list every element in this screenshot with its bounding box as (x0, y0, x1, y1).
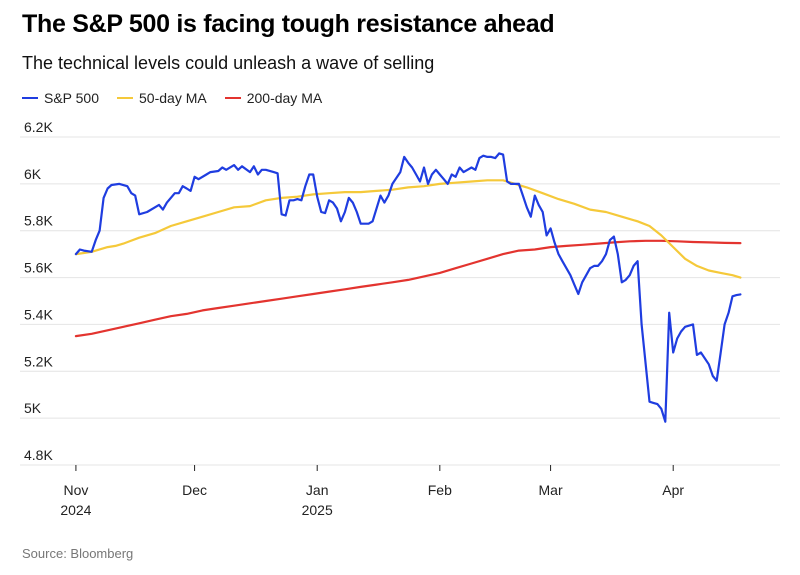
y-tick-label: 5.2K (24, 353, 53, 369)
series-line-50day-ma (74, 179, 742, 279)
y-tick-label: 5.4K (24, 306, 53, 322)
y-tick-label: 4.8K (24, 447, 53, 463)
legend-item-sp500: S&P 500 (22, 90, 99, 106)
x-tick-label: Feb (428, 482, 452, 498)
x-tick-label: Mar (539, 482, 563, 498)
chart-title: The S&P 500 is facing tough resistance a… (22, 10, 555, 38)
x-tick-year-label: 2025 (302, 502, 333, 518)
y-tick-label: 5.8K (24, 213, 53, 229)
legend-label-sp500: S&P 500 (44, 90, 100, 106)
legend-item-50day-ma: 50-day MA (117, 90, 207, 106)
series-line-200day-ma (74, 239, 742, 338)
legend-label-200day-ma: 200-day MA (246, 90, 323, 106)
chart-subtitle: The technical levels could unleash a wav… (22, 53, 435, 73)
legend-swatch-200day-ma (224, 97, 241, 99)
legend-item-200day-ma: 200-day MA (224, 90, 323, 106)
y-tick-label: 6.2K (24, 119, 53, 135)
x-tick-label: Nov (63, 482, 88, 498)
source-note: Source: Bloomberg (22, 546, 134, 561)
y-tick-label: 5.6K (24, 260, 53, 276)
y-tick-label: 5K (24, 400, 42, 416)
legend-swatch-sp500 (22, 97, 38, 99)
x-tick-year-label: 2024 (60, 502, 91, 518)
x-tick-label: Apr (662, 482, 684, 498)
x-tick-label: Dec (182, 482, 207, 498)
legend-swatch-50day-ma (117, 97, 134, 99)
legend: S&P 500 50-day MA 200-day MA (22, 90, 322, 106)
legend-label-50day-ma: 50-day MA (139, 90, 207, 106)
x-tick-label: Jan (306, 482, 329, 498)
series-line-sp500 (74, 152, 742, 423)
y-tick-label: 6K (24, 166, 42, 182)
